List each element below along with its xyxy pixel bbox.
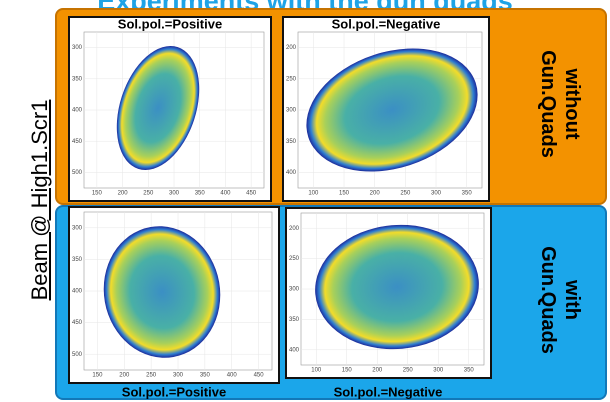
x-tick-label: 150 <box>92 191 103 197</box>
x-tick-label: 150 <box>342 368 353 374</box>
y-tick-label: 350 <box>72 76 83 82</box>
beam-image: 150 200 250 300 350 400 450 300 350 400 450 500 <box>70 18 270 200</box>
x-tick-label: 450 <box>246 191 257 197</box>
image-panel: 150 200 250 300 350 400 450 300 350 400 450 500 <box>68 206 280 384</box>
y-tick-label: 200 <box>289 226 300 232</box>
panel-caption: Sol.pol.=Positive <box>122 385 226 400</box>
x-tick-label: 350 <box>200 373 211 379</box>
x-tick-label: 250 <box>143 191 154 197</box>
y-tick-label: 350 <box>286 139 297 145</box>
image-panel: 150 200 250 300 350 400 450 300 350 400 450 500 <box>68 16 272 202</box>
beam-image: 100 150 200 250 300 350 200 250 300 350 400 <box>284 18 488 200</box>
x-tick-label: 250 <box>146 373 157 379</box>
y-tick-label: 300 <box>72 45 83 51</box>
y-tick-label: 300 <box>289 287 300 293</box>
x-tick-label: 400 <box>227 373 238 379</box>
panel-caption: Sol.pol.=Negative <box>332 17 441 32</box>
y-tick-label: 450 <box>72 139 83 145</box>
y-tick-label: 350 <box>72 257 83 263</box>
y-tick-label: 350 <box>289 317 300 323</box>
x-tick-label: 300 <box>173 373 184 379</box>
x-tick-label: 150 <box>339 191 350 197</box>
x-tick-label: 100 <box>311 368 322 374</box>
x-tick-label: 150 <box>92 373 103 379</box>
x-tick-label: 200 <box>118 191 129 197</box>
x-tick-label: 250 <box>403 368 414 374</box>
y-tick-label: 400 <box>72 289 83 295</box>
x-tick-label: 200 <box>370 191 381 197</box>
slide: Experiments with the gun quads Beam @ Hi… <box>0 0 610 402</box>
y-tick-label: 250 <box>289 256 300 262</box>
panel-caption: Sol.pol.=Negative <box>334 385 443 400</box>
x-tick-label: 300 <box>431 191 442 197</box>
y-tick-label: 250 <box>286 76 297 82</box>
image-panel: 100 150 200 250 300 350 200 250 300 350 400 <box>282 16 490 202</box>
x-tick-label: 300 <box>169 191 180 197</box>
x-tick-label: 100 <box>308 191 319 197</box>
x-tick-label: 200 <box>119 373 130 379</box>
y-tick-label: 450 <box>72 320 83 326</box>
y-tick-label: 500 <box>72 170 83 176</box>
x-tick-label: 200 <box>372 368 383 374</box>
x-tick-label: 350 <box>195 191 206 197</box>
x-tick-label: 350 <box>462 191 473 197</box>
x-tick-label: 450 <box>254 373 265 379</box>
y-tick-label: 200 <box>286 45 297 51</box>
beam-image: 100 150 200 250 300 350 200 250 300 350 400 <box>287 209 490 377</box>
x-tick-label: 400 <box>220 191 231 197</box>
y-tick-label: 300 <box>286 108 297 114</box>
y-tick-label: 500 <box>72 352 83 358</box>
row-label-line: Gun.Quads <box>536 246 560 354</box>
row-label-line: without <box>560 50 584 158</box>
x-tick-label: 350 <box>464 368 475 374</box>
y-tick-label: 300 <box>72 225 83 231</box>
row-label-line: Gun.Quads <box>536 50 560 158</box>
x-tick-label: 300 <box>433 368 444 374</box>
panel-caption: Sol.pol.=Positive <box>118 17 222 32</box>
row-label-line: with <box>560 246 584 354</box>
beam-image: 150 200 250 300 350 400 450 300 350 400 450 500 <box>70 208 278 382</box>
y-tick-label: 400 <box>72 108 83 114</box>
y-tick-label: 400 <box>289 347 300 353</box>
x-tick-label: 250 <box>400 191 411 197</box>
y-tick-label: 400 <box>286 170 297 176</box>
image-panel: 100 150 200 250 300 350 200 250 300 350 400 <box>285 207 492 379</box>
side-label: Beam @ High1.Scr1 <box>27 100 53 301</box>
